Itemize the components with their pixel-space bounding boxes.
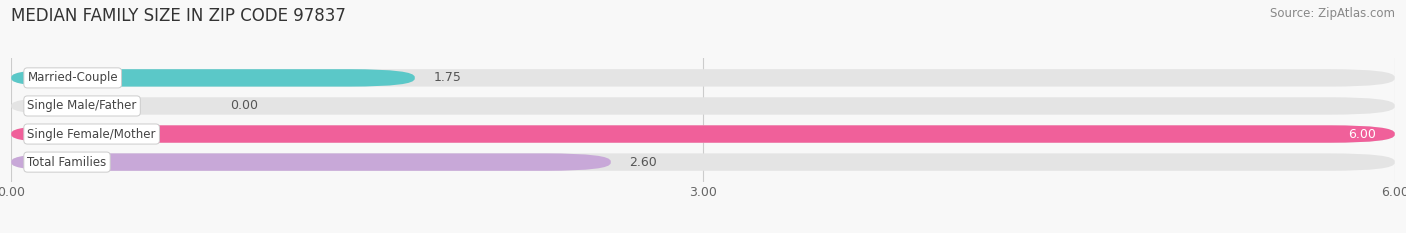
FancyBboxPatch shape	[11, 153, 1395, 171]
Text: Total Families: Total Families	[27, 156, 107, 169]
Text: 6.00: 6.00	[1348, 127, 1376, 140]
Text: Single Female/Mother: Single Female/Mother	[27, 127, 156, 140]
Text: Source: ZipAtlas.com: Source: ZipAtlas.com	[1270, 7, 1395, 20]
Text: Married-Couple: Married-Couple	[27, 71, 118, 84]
FancyBboxPatch shape	[11, 97, 1395, 115]
Text: Single Male/Father: Single Male/Father	[27, 99, 136, 113]
FancyBboxPatch shape	[11, 153, 610, 171]
FancyBboxPatch shape	[11, 125, 1395, 143]
FancyBboxPatch shape	[11, 125, 1395, 143]
FancyBboxPatch shape	[11, 69, 415, 87]
FancyBboxPatch shape	[11, 69, 1395, 87]
Text: 1.75: 1.75	[433, 71, 461, 84]
Text: 0.00: 0.00	[231, 99, 259, 113]
Text: MEDIAN FAMILY SIZE IN ZIP CODE 97837: MEDIAN FAMILY SIZE IN ZIP CODE 97837	[11, 7, 346, 25]
Text: 2.60: 2.60	[630, 156, 657, 169]
